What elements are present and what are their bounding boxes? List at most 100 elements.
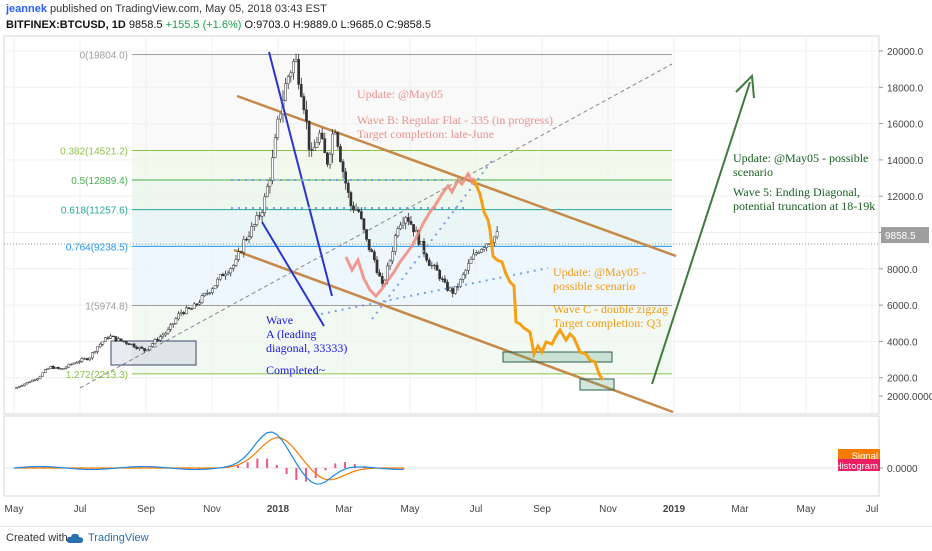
candle-body	[138, 347, 140, 348]
macd-legend-label: Histogram	[835, 461, 878, 472]
candle-body	[70, 364, 72, 365]
candle-body	[274, 138, 276, 158]
candle-body	[462, 275, 464, 280]
candle-body	[91, 353, 93, 358]
candle-body	[295, 59, 297, 61]
annotation-text: Wave B: Regular Flat - 335 (in progress)	[357, 113, 553, 127]
candle-body	[209, 293, 211, 294]
candle-body	[136, 347, 138, 349]
candle-body	[483, 248, 485, 250]
candle-body	[185, 308, 187, 314]
candle-body	[467, 263, 469, 270]
y-tick-label: 4000.0	[887, 337, 918, 348]
candle-body	[379, 273, 381, 277]
fib-level-label: 0.618(11257.6)	[61, 206, 128, 217]
candle-body	[224, 274, 226, 276]
candle-body	[365, 230, 367, 240]
chart-header: jeannek published on TradingView.com, Ma…	[0, 0, 932, 34]
candle-body	[439, 270, 441, 278]
candle-body	[201, 296, 203, 303]
candle-body	[177, 314, 179, 319]
candle-body	[227, 273, 229, 274]
candle-body	[303, 97, 305, 110]
candle-body	[347, 183, 349, 192]
candle-body	[151, 344, 153, 347]
candle-body	[52, 366, 54, 368]
candle-body	[253, 225, 255, 227]
candle-body	[130, 344, 132, 345]
candle-body	[81, 359, 83, 362]
x-tick-label: Mar	[731, 504, 749, 515]
candle-body	[358, 210, 360, 212]
candle-body	[248, 237, 250, 240]
y-tick-label: 18000.0	[887, 83, 924, 94]
candle-body	[279, 114, 281, 119]
candle-body	[123, 341, 125, 342]
candle-body	[232, 265, 234, 268]
candle-body	[188, 308, 190, 309]
candle-body	[102, 342, 104, 344]
candle-body	[412, 224, 414, 231]
candle-body	[486, 244, 488, 248]
candle-body	[394, 236, 396, 252]
macd-y-tick-label: 0.0000	[887, 464, 918, 475]
candle-body	[363, 219, 365, 230]
candle-body	[376, 260, 378, 273]
candle-body	[373, 252, 375, 260]
wave-c-final-box	[580, 379, 614, 390]
candle-body	[172, 323, 174, 324]
candle-body	[407, 217, 409, 221]
candle-body	[44, 370, 46, 373]
candle-body	[94, 352, 96, 353]
price-axis[interactable]: 20000.018000.016000.014000.012000.010000…	[879, 47, 929, 385]
candle-body	[316, 142, 318, 147]
y-tick-label: 8000.0	[887, 265, 918, 276]
candle-body	[441, 279, 443, 280]
fib-band	[132, 180, 672, 210]
candle-body	[292, 61, 294, 73]
candle-body	[29, 382, 31, 383]
candle-body	[112, 336, 114, 337]
candle-body	[31, 380, 33, 382]
candle-body	[264, 197, 266, 213]
author-link[interactable]: jeannek	[6, 3, 47, 15]
candle-body	[324, 139, 326, 153]
candle-body	[298, 59, 300, 84]
candle-body	[57, 367, 59, 368]
candle-body	[60, 369, 62, 370]
candle-body	[337, 133, 339, 147]
created-with-text: Created with	[6, 532, 68, 544]
candle-body	[73, 363, 75, 364]
candle-body	[190, 309, 192, 310]
chart-area[interactable]: 0(19804.0)0.382(14521.2)0.5(12889.4)0.61…	[0, 34, 932, 526]
candle-body	[180, 312, 182, 313]
candle-body	[287, 76, 289, 83]
y-tick-label: 2000.0	[887, 374, 918, 385]
candle-body	[311, 150, 313, 151]
candle-body	[104, 338, 106, 342]
last-price-tag-label: 9858.5	[885, 231, 916, 242]
candle-body	[206, 293, 208, 294]
x-tick-label: May	[5, 504, 24, 515]
candle-body	[222, 274, 224, 276]
y-tick-label: 14000.0	[887, 156, 924, 167]
last-price: 9858.5	[129, 19, 163, 31]
candle-body	[219, 274, 221, 279]
candle-body	[167, 329, 169, 333]
candle-body	[68, 364, 70, 367]
candle-body	[217, 279, 219, 285]
candle-body	[284, 84, 286, 101]
candle-body	[449, 288, 451, 290]
candle-body	[78, 361, 80, 362]
tradingview-brand[interactable]: TradingView	[88, 532, 149, 544]
candle-body	[446, 282, 448, 290]
annotation-text: Update: @May05 -possible scenario	[553, 265, 646, 293]
candle-body	[120, 339, 122, 341]
x-tick-label: Sep	[533, 504, 551, 515]
fib-level-label: 1(5974.8)	[85, 302, 128, 313]
candle-body	[405, 217, 407, 223]
candle-body	[23, 384, 25, 386]
candle-body	[426, 254, 428, 260]
macd-histogram-bar	[276, 465, 278, 468]
